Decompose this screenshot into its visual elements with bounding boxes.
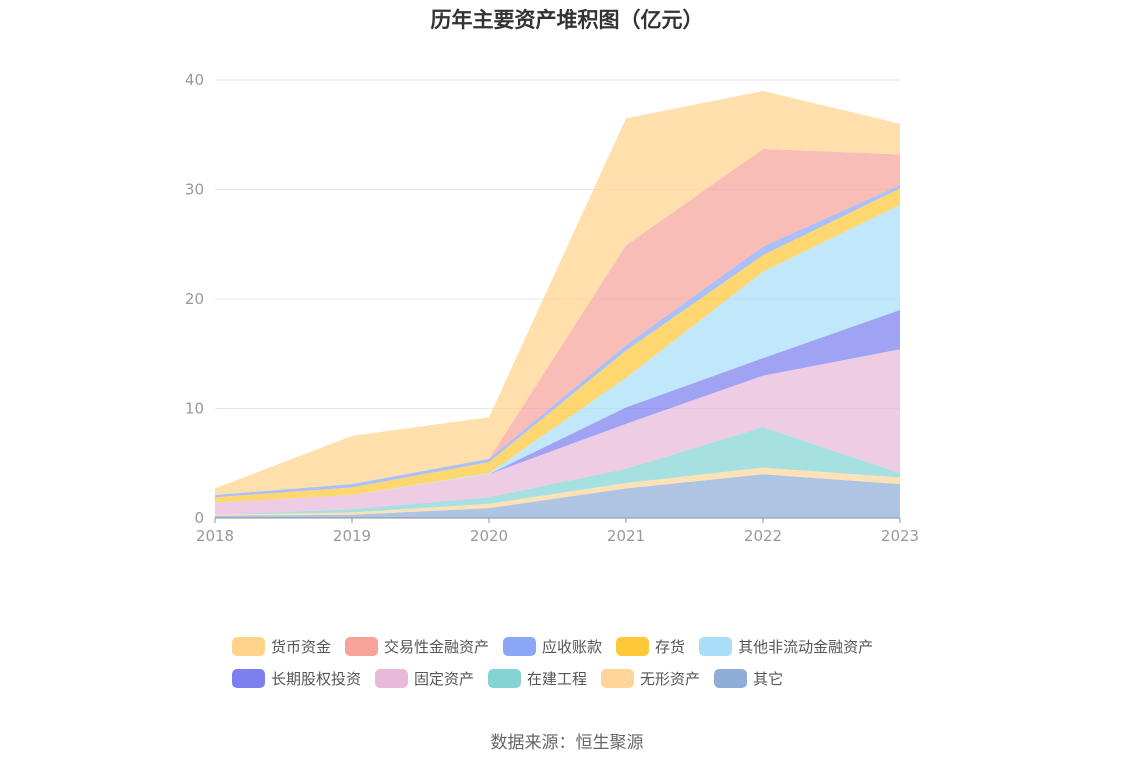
legend-label: 存货 xyxy=(655,637,686,656)
area-series-0[interactable] xyxy=(215,474,900,518)
x-tick-label: 2018 xyxy=(196,527,234,545)
legend-item[interactable]: 货币资金 xyxy=(232,636,331,657)
legend-row-1: 货币资金 交易性金融资产 应收账款 存货 其他非流动金融资产 xyxy=(232,630,932,662)
area-series-2[interactable] xyxy=(215,427,900,515)
legend-swatch xyxy=(232,668,265,688)
y-tick-label: 40 xyxy=(185,71,204,89)
legend-label: 在建工程 xyxy=(527,669,588,688)
legend-item[interactable]: 在建工程 xyxy=(488,668,587,689)
y-tick-label: 30 xyxy=(185,181,204,199)
area-series xyxy=(215,90,900,518)
legend-item[interactable]: 应收账款 xyxy=(503,636,602,657)
x-tick-label: 2022 xyxy=(744,527,782,545)
legend-label: 货币资金 xyxy=(271,637,332,656)
legend-label: 其他非流动金融资产 xyxy=(738,637,874,656)
legend-label: 其它 xyxy=(753,669,784,688)
area-series-3[interactable] xyxy=(215,349,900,515)
legend-swatch xyxy=(488,668,522,688)
legend-swatch xyxy=(345,636,379,656)
legend-row-2: 长期股权投资 固定资产 在建工程 无形资产 其它 xyxy=(232,662,932,694)
area-series-5[interactable] xyxy=(215,204,900,503)
legend-swatch xyxy=(503,636,537,656)
legend-item[interactable]: 交易性金融资产 xyxy=(345,636,489,657)
legend-swatch xyxy=(699,636,733,656)
legend-label: 长期股权投资 xyxy=(271,669,362,688)
axes: 0 10 20 30 40 2018 2019 2020 2021 2022 2023 xyxy=(185,71,919,545)
area-series-7[interactable] xyxy=(215,185,900,498)
area-series-8[interactable] xyxy=(215,148,900,496)
legend-label: 固定资产 xyxy=(414,669,475,688)
area-series-9[interactable] xyxy=(215,90,900,496)
legend-swatch xyxy=(375,668,409,688)
chart-title: 历年主要资产堆积图（亿元） xyxy=(430,8,704,32)
legend-item[interactable]: 长期股权投资 xyxy=(232,668,361,689)
legend-item[interactable]: 存货 xyxy=(616,636,685,657)
legend-swatch xyxy=(714,668,748,688)
legend-label: 无形资产 xyxy=(640,669,701,688)
y-tick-label: 0 xyxy=(194,509,204,527)
legend-label: 交易性金融资产 xyxy=(384,637,490,656)
source-note: 数据来源：恒生聚源 xyxy=(490,733,644,753)
legend-swatch xyxy=(601,668,635,688)
legend-item[interactable]: 其它 xyxy=(714,668,783,689)
legend-label: 应收账款 xyxy=(542,637,603,656)
y-tick-label: 10 xyxy=(185,400,204,418)
legend-swatch xyxy=(616,636,650,656)
x-tick-label: 2020 xyxy=(470,527,508,545)
legend-item[interactable]: 无形资产 xyxy=(601,668,700,689)
legend-swatch xyxy=(232,636,265,656)
legend-item[interactable]: 其他非流动金融资产 xyxy=(699,636,873,657)
legend: 货币资金 交易性金融资产 应收账款 存货 其他非流动金融资产 长期股权投资 固定资产 在建工… xyxy=(232,630,932,694)
y-tick-label: 20 xyxy=(185,290,204,308)
x-tick-label: 2019 xyxy=(333,527,371,545)
legend-item[interactable]: 固定资产 xyxy=(375,668,474,689)
x-tick-label: 2021 xyxy=(607,527,645,545)
x-tick-label: 2023 xyxy=(881,527,919,545)
